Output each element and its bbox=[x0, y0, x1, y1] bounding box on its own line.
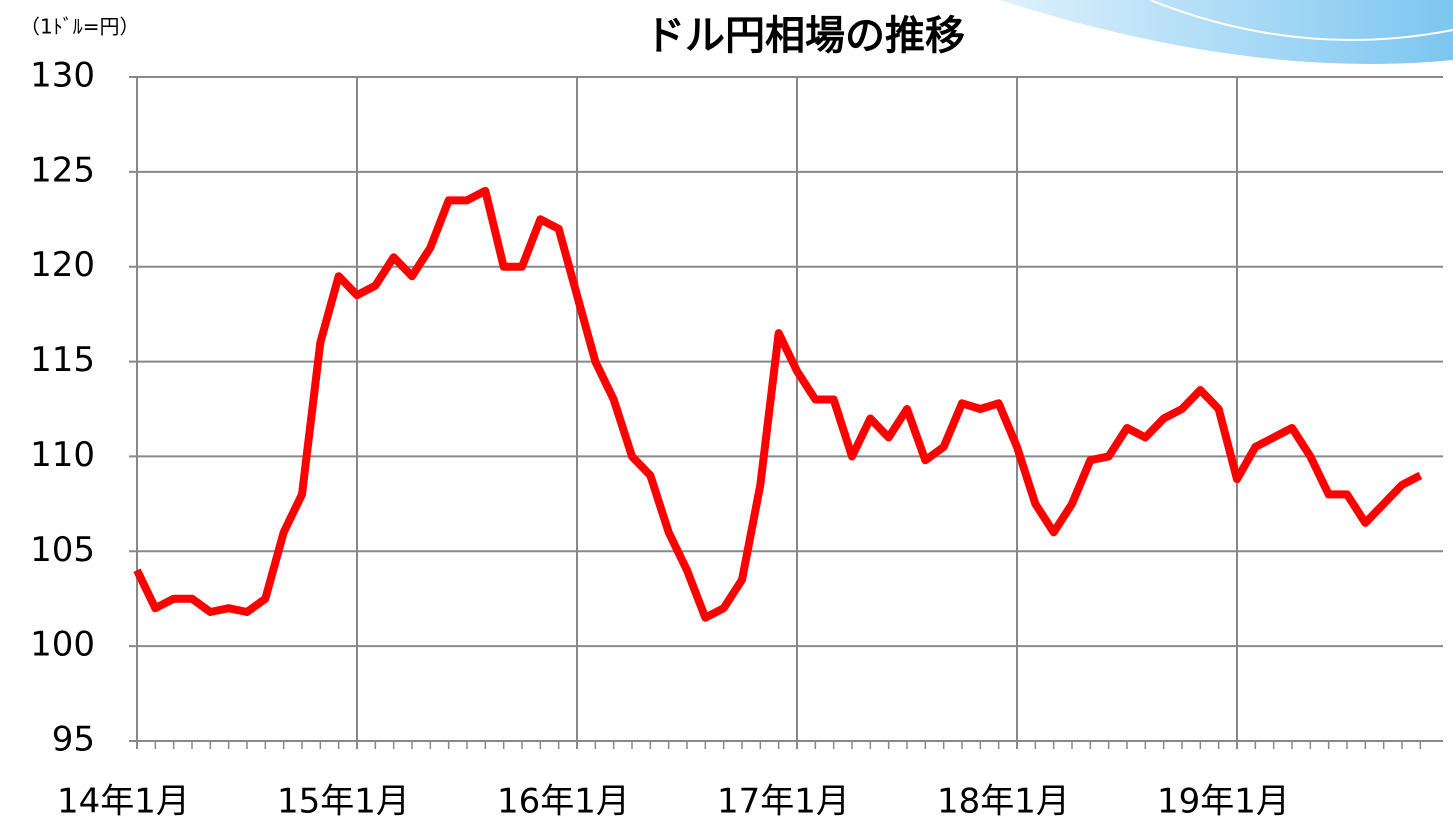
y-tick-label: 130 bbox=[30, 56, 95, 96]
y-tick-label: 100 bbox=[30, 625, 95, 665]
x-tick-label: 17年1月 bbox=[717, 782, 850, 822]
line-series bbox=[133, 186, 1423, 622]
y-tick-label: 105 bbox=[30, 530, 95, 570]
y-tick-label: 115 bbox=[30, 340, 95, 380]
x-tick-label: 14年1月 bbox=[57, 782, 190, 822]
y-tick-label: 95 bbox=[52, 720, 95, 760]
y-tick-label: 125 bbox=[30, 150, 95, 190]
x-tick-label: 19年1月 bbox=[1157, 782, 1290, 822]
x-tick-label: 18年1月 bbox=[937, 782, 1070, 822]
chart-title: ドル円相場の推移 bbox=[645, 13, 965, 59]
x-tick-label: 16年1月 bbox=[497, 782, 630, 822]
axis-unit: （1ﾄﾞﾙ=円） bbox=[20, 15, 139, 39]
y-tick-label: 110 bbox=[30, 435, 95, 475]
y-tick-label: 120 bbox=[30, 245, 95, 285]
decoration bbox=[1000, 0, 1453, 64]
decoration bbox=[1149, 0, 1453, 41]
x-tick-label: 15年1月 bbox=[277, 782, 410, 822]
